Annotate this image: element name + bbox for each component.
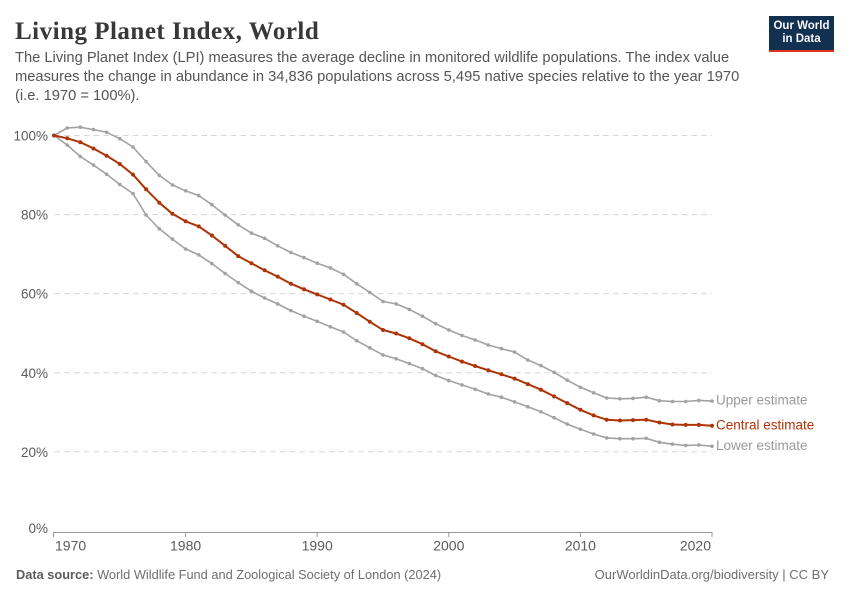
svg-text:0%: 0% [28,521,48,536]
svg-text:1970: 1970 [55,538,86,554]
svg-text:2010: 2010 [565,538,596,554]
svg-text:Lower estimate: Lower estimate [716,438,808,453]
svg-text:2020: 2020 [680,538,711,554]
svg-text:40%: 40% [21,366,48,381]
svg-text:2000: 2000 [433,538,464,554]
svg-text:20%: 20% [21,445,48,460]
svg-text:80%: 80% [21,208,48,223]
svg-text:100%: 100% [13,129,48,144]
svg-text:60%: 60% [21,287,48,302]
svg-text:Central estimate: Central estimate [716,417,814,432]
svg-text:1990: 1990 [302,538,333,554]
svg-text:1980: 1980 [170,538,201,554]
svg-text:Upper estimate: Upper estimate [716,393,808,408]
